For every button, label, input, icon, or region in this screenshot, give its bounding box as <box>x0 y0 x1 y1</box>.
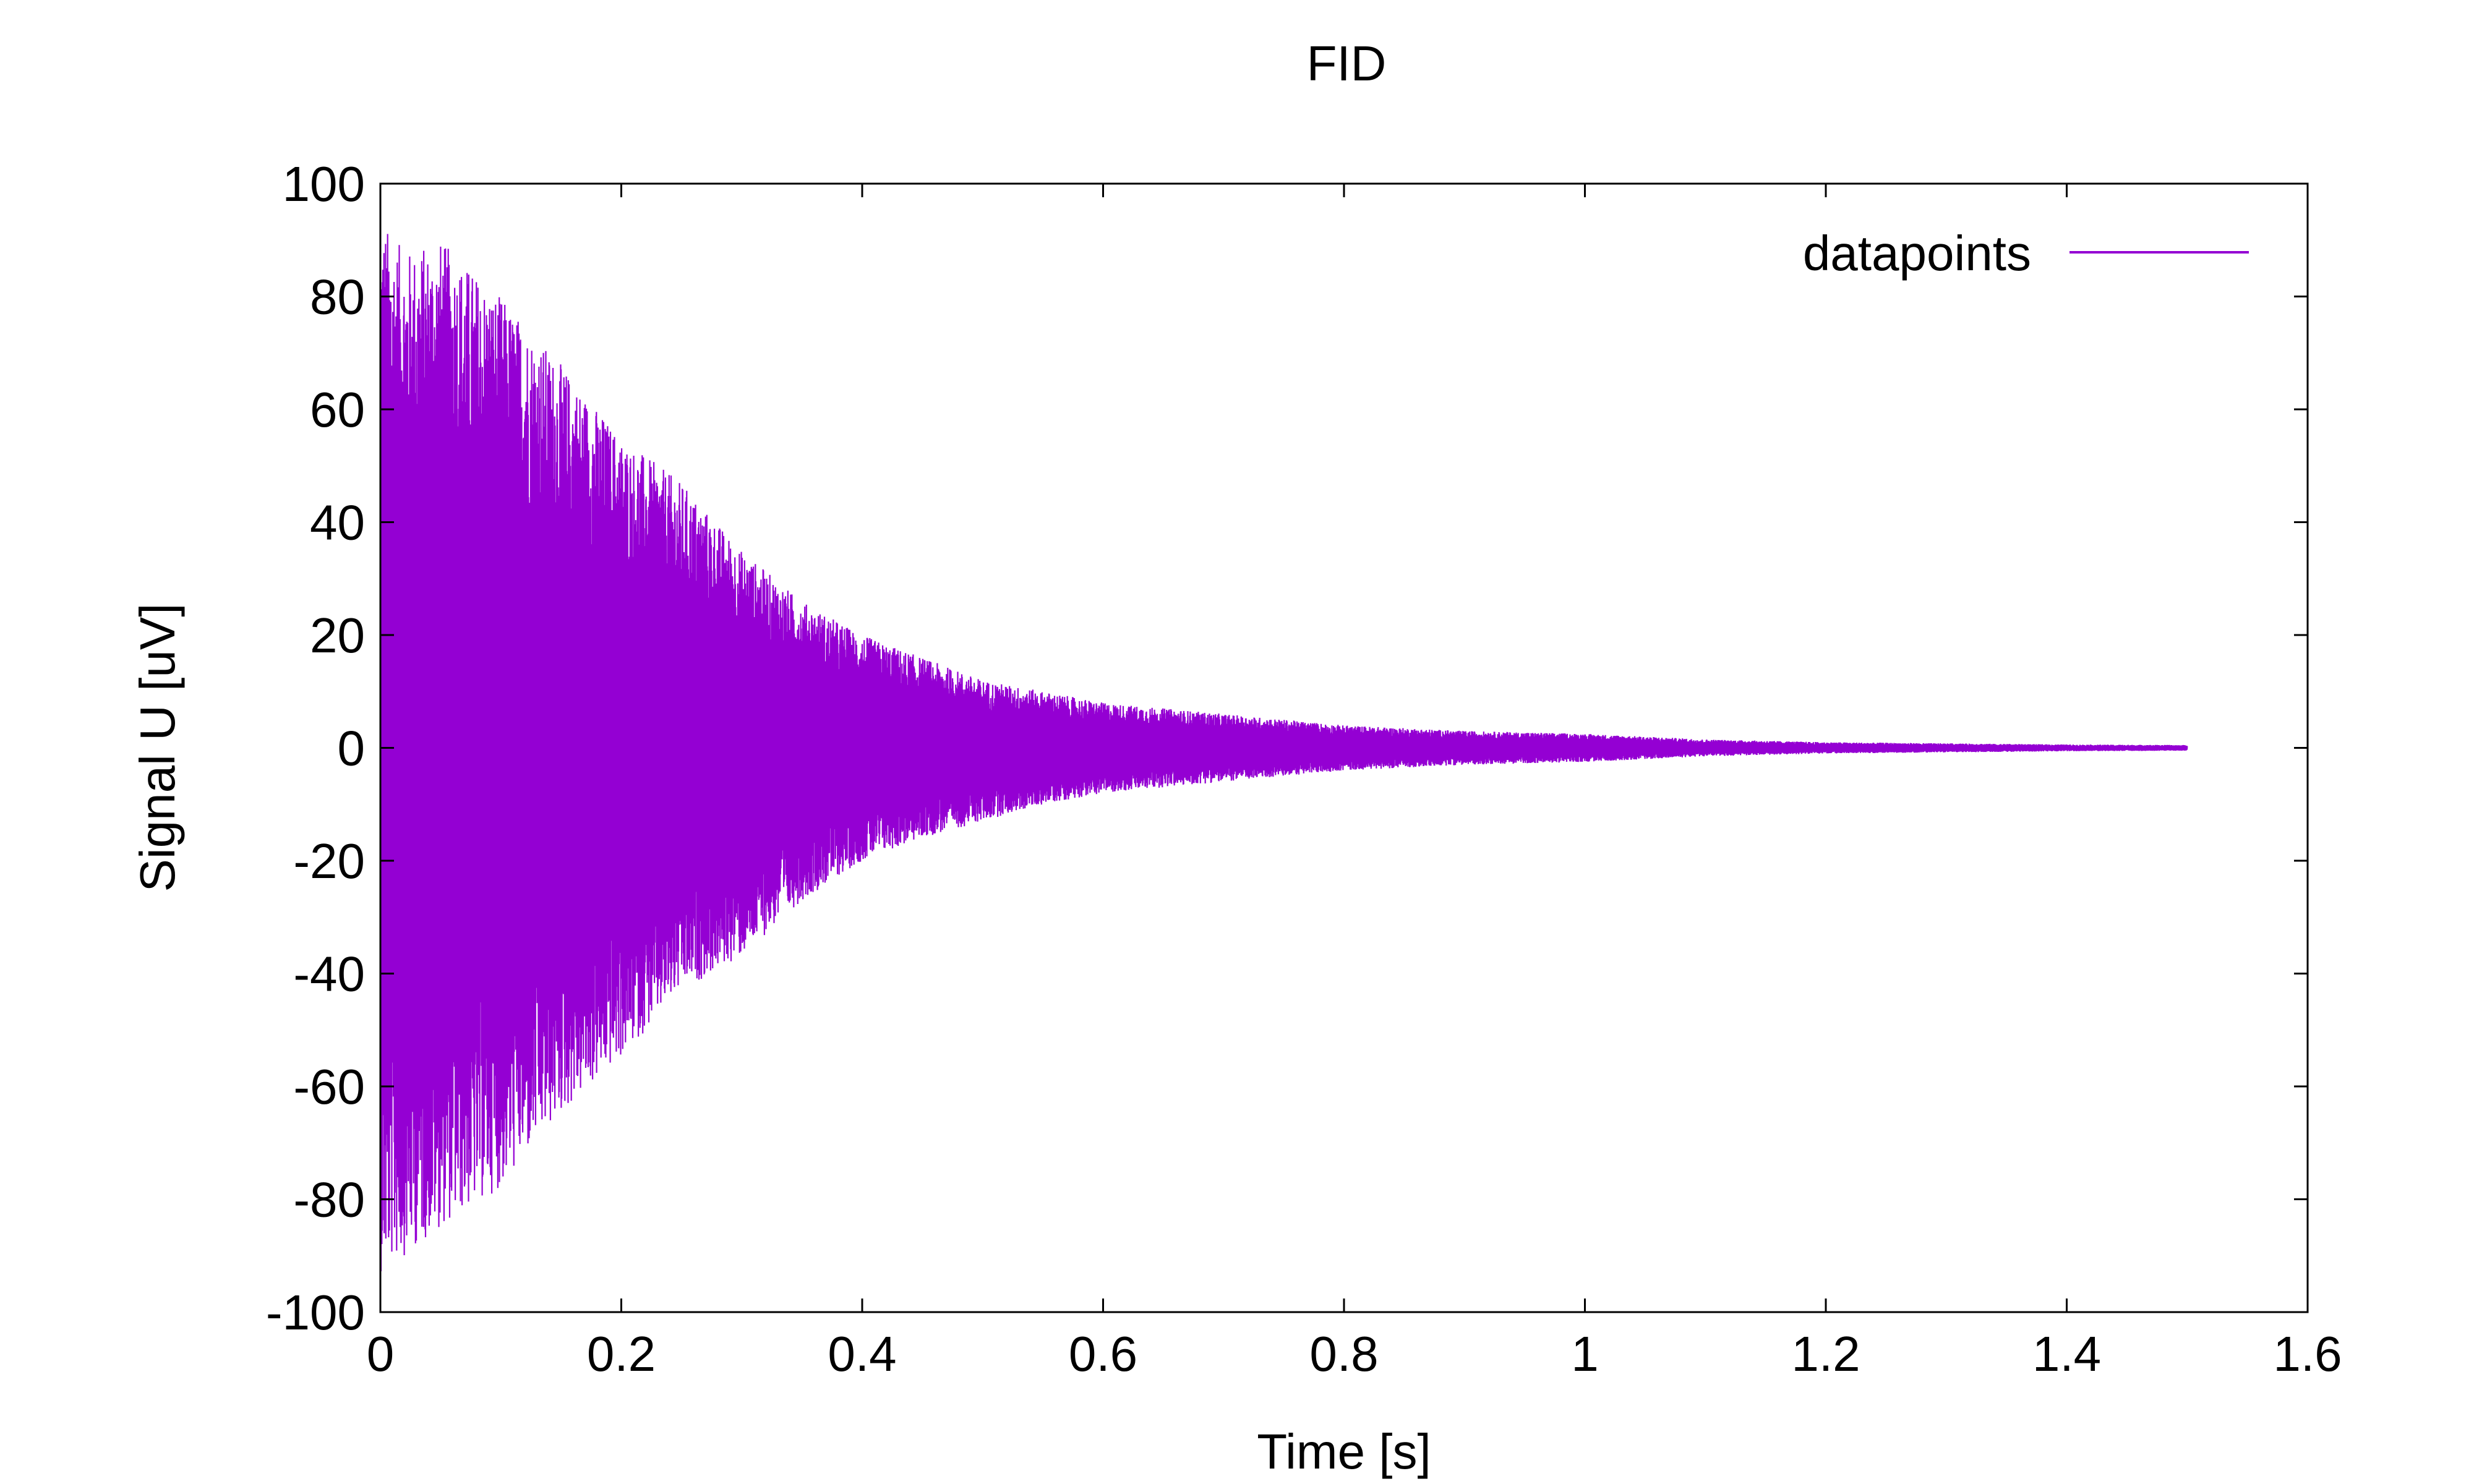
y-tick-label: 80 <box>310 270 365 325</box>
y-tick-label: 40 <box>310 495 365 550</box>
x-tick-label: 1.6 <box>2273 1326 2342 1381</box>
y-tick-label: -20 <box>293 834 365 889</box>
y-tick-label: 100 <box>283 156 365 211</box>
x-tick-label: 1 <box>1571 1326 1599 1381</box>
y-tick-label: -100 <box>266 1285 365 1340</box>
y-tick-label: -80 <box>293 1172 365 1227</box>
x-tick-label: 0.4 <box>828 1326 896 1381</box>
x-tick-label: 1.2 <box>1791 1326 1860 1381</box>
y-tick-label: 0 <box>338 721 366 776</box>
x-tick-label: 0.2 <box>587 1326 656 1381</box>
chart-title: FID <box>1307 36 1387 91</box>
x-axis-label: Time [s] <box>1257 1424 1431 1479</box>
x-tick-label: 0.8 <box>1309 1326 1378 1381</box>
y-tick-label: 20 <box>310 608 365 663</box>
x-tick-label: 0 <box>367 1326 395 1381</box>
x-tick-label: 1.4 <box>2032 1326 2101 1381</box>
legend-label: datapoints <box>1803 226 2031 281</box>
x-tick-label: 0.6 <box>1069 1326 1137 1381</box>
y-tick-label: 60 <box>310 382 365 437</box>
y-tick-label: -40 <box>293 947 365 1002</box>
y-axis-label: Signal U [uV] <box>130 603 185 892</box>
y-tick-label: -60 <box>293 1059 365 1114</box>
